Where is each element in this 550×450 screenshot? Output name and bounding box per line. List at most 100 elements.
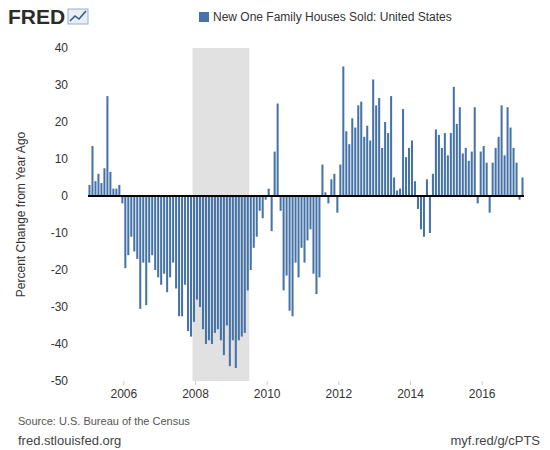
bar	[136, 196, 138, 259]
bar	[223, 196, 225, 355]
bar	[501, 105, 503, 196]
bar	[235, 196, 237, 368]
bar	[196, 196, 198, 300]
bar	[498, 137, 500, 196]
y-tick	[84, 307, 88, 308]
y-tick	[84, 381, 88, 382]
bar	[160, 196, 162, 285]
bar	[232, 196, 234, 340]
bar	[220, 196, 222, 340]
bar	[423, 196, 425, 237]
source: Source: U.S. Bureau of the Census	[18, 415, 190, 427]
bar	[309, 196, 311, 229]
bar	[521, 178, 523, 197]
bar	[327, 196, 329, 203]
bar	[100, 183, 102, 196]
x-tick-label: 2006	[110, 387, 137, 401]
bar	[205, 196, 207, 344]
bar	[420, 196, 422, 229]
bar	[378, 98, 380, 196]
bar	[289, 196, 291, 311]
bar	[321, 165, 323, 196]
bar	[417, 196, 419, 209]
y-tick	[84, 85, 88, 86]
bar	[268, 189, 270, 196]
y-tick-label: 40	[55, 41, 69, 55]
bar	[103, 168, 105, 196]
bar	[148, 196, 150, 263]
x-tick	[195, 381, 196, 385]
bar	[399, 189, 401, 196]
bar	[127, 196, 129, 255]
bar	[333, 174, 335, 196]
y-tick-label: 10	[55, 152, 69, 166]
bar	[360, 102, 362, 196]
bar	[402, 109, 404, 196]
bar	[256, 196, 258, 237]
footer-left: fred.stlouisfed.org	[18, 433, 121, 448]
bar	[312, 196, 314, 274]
bar	[486, 163, 488, 196]
y-tick-label: -10	[51, 226, 69, 240]
bar	[393, 178, 395, 197]
legend: New One Family Houses Sold: United State…	[199, 10, 452, 24]
bar	[259, 196, 261, 211]
bar	[181, 196, 183, 316]
bar	[250, 196, 252, 270]
bar	[405, 157, 407, 196]
bar	[157, 196, 159, 277]
bar	[363, 137, 365, 196]
bar	[480, 152, 482, 196]
bar	[172, 196, 174, 263]
recession-shading	[193, 48, 250, 381]
bar	[339, 165, 341, 196]
x-tick-label: 2008	[182, 387, 209, 401]
bar	[274, 152, 276, 196]
bar	[190, 196, 192, 337]
bar	[336, 196, 338, 213]
bar	[477, 196, 479, 203]
bar	[408, 148, 410, 196]
bar	[229, 196, 231, 366]
bar	[354, 128, 356, 196]
y-tick	[84, 270, 88, 271]
y-tick	[84, 48, 88, 49]
bar	[133, 196, 135, 252]
bar	[277, 104, 279, 197]
bar	[351, 118, 353, 196]
bar	[169, 196, 171, 277]
bar	[193, 196, 195, 322]
logo-text: FRED	[8, 5, 65, 28]
bar	[381, 148, 383, 196]
x-tick	[123, 381, 124, 385]
bar	[426, 179, 428, 196]
bar	[468, 161, 470, 196]
bar	[280, 196, 282, 211]
bar	[456, 124, 458, 196]
bar	[390, 96, 392, 196]
bar	[91, 146, 93, 196]
bar	[94, 181, 96, 196]
zero-line	[88, 195, 524, 197]
bar	[330, 179, 332, 196]
y-axis-label: Percent Change from Year Ago	[14, 131, 28, 297]
bar	[459, 107, 461, 196]
y-tick	[84, 122, 88, 123]
logo: FRED	[8, 5, 88, 28]
logo-icon	[68, 9, 88, 24]
bar	[303, 196, 305, 263]
bar	[471, 152, 473, 196]
bar	[298, 196, 300, 277]
bar	[247, 196, 249, 290]
bar	[489, 196, 491, 213]
bar	[492, 163, 494, 196]
bar	[429, 196, 431, 233]
bar	[441, 148, 443, 196]
bar	[495, 148, 497, 196]
bar	[357, 105, 359, 196]
y-tick	[84, 233, 88, 234]
bar	[184, 196, 186, 285]
bar	[163, 196, 165, 274]
chart: FRED New One Family Houses Sold: United S…	[0, 0, 550, 450]
bar	[342, 67, 344, 197]
